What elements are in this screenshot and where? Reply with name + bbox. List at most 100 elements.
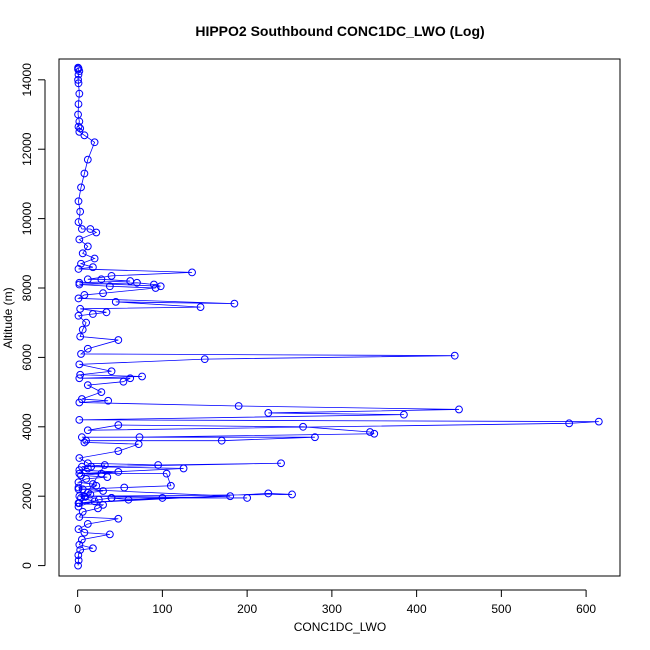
data-point — [162, 469, 171, 478]
data-point — [74, 122, 83, 131]
data-point — [75, 469, 84, 478]
series-line — [77, 67, 599, 566]
data-point — [107, 367, 116, 376]
x-tick-label: 100 — [152, 602, 172, 616]
data-point — [76, 304, 85, 313]
data-point — [74, 551, 83, 560]
data-point — [104, 396, 113, 405]
data-point — [126, 374, 135, 383]
data-point — [158, 494, 167, 502]
data-point — [83, 381, 92, 390]
data-point — [77, 350, 85, 358]
data-point — [74, 525, 83, 534]
data-point — [78, 249, 87, 258]
data-point — [217, 436, 226, 445]
data-point — [83, 275, 92, 284]
data-point — [78, 485, 87, 494]
data-point — [74, 561, 82, 570]
data-point — [75, 499, 84, 508]
x-tick-label: 600 — [576, 602, 596, 616]
data-point — [75, 415, 84, 424]
data-point — [105, 282, 114, 291]
y-axis: 0 2000 4000 6000 8000 10000 12000 14000 — [20, 63, 46, 569]
data-point — [80, 492, 89, 501]
data-point — [88, 263, 97, 272]
data-point — [74, 100, 83, 109]
data-point — [74, 311, 83, 320]
data-point — [114, 468, 123, 476]
data-point — [88, 310, 97, 318]
data-point — [83, 459, 92, 468]
data-point — [107, 494, 116, 502]
y-tick-label: 8000 — [20, 274, 34, 301]
x-tick-label: 300 — [322, 602, 342, 616]
data-point — [196, 303, 205, 311]
data-point — [114, 447, 123, 455]
data-point — [75, 278, 84, 287]
data-point — [120, 483, 129, 492]
data-point — [111, 297, 120, 306]
data-point — [92, 228, 101, 237]
data-point — [226, 492, 235, 501]
data-point — [97, 469, 106, 478]
data-point — [77, 225, 86, 233]
data-point — [119, 377, 128, 386]
data-point — [74, 218, 83, 226]
data-point — [188, 268, 196, 277]
data-point — [230, 299, 239, 308]
data-point — [99, 487, 107, 495]
chart-title: HIPPO2 Southbound CONC1DC_LWO (Log) — [195, 23, 484, 39]
data-point — [299, 422, 307, 431]
data-point — [83, 242, 92, 251]
data-point — [400, 410, 408, 419]
data-point — [179, 464, 188, 473]
data-point — [264, 489, 273, 498]
y-tick-label: 14000 — [20, 63, 34, 97]
data-point — [97, 275, 106, 284]
data-point — [135, 433, 144, 442]
data-point — [75, 454, 84, 462]
y-tick-label: 2000 — [20, 483, 34, 510]
data-point — [90, 138, 99, 147]
data-point — [76, 332, 85, 341]
data-layer — [74, 63, 603, 570]
data-point — [74, 485, 83, 494]
plot-frame — [58, 58, 621, 577]
y-tick-label: 4000 — [20, 413, 34, 440]
x-axis: 0 100 200 300 400 500 600 — [74, 589, 596, 616]
data-point — [75, 374, 84, 383]
data-point — [311, 433, 319, 442]
data-point — [86, 225, 95, 233]
data-point — [77, 471, 85, 480]
data-point — [99, 500, 107, 509]
data-point — [77, 395, 86, 403]
data-point — [94, 495, 103, 504]
data-point — [88, 480, 97, 488]
data-point — [288, 490, 296, 499]
data-point — [75, 127, 84, 136]
data-point — [81, 492, 90, 501]
data-point — [77, 462, 86, 471]
x-tick-label: 0 — [74, 602, 81, 616]
y-tick-label: 10000 — [20, 202, 34, 236]
data-point — [102, 308, 111, 317]
data-point — [76, 207, 85, 216]
data-point — [166, 481, 175, 490]
y-tick-label: 12000 — [20, 132, 34, 166]
data-point — [264, 409, 273, 417]
data-point — [366, 428, 374, 436]
data-point — [138, 372, 146, 381]
data-point — [450, 351, 459, 360]
y-axis-label: Altitude (m) — [1, 287, 15, 348]
data-point — [90, 254, 99, 263]
data-point — [370, 429, 379, 438]
y-tick-label: 0 — [20, 562, 34, 569]
data-point — [78, 507, 87, 516]
data-point — [594, 417, 603, 426]
data-point — [80, 169, 89, 178]
data-point — [90, 497, 99, 506]
data-point — [105, 530, 114, 539]
data-point — [74, 79, 83, 88]
data-point — [82, 318, 91, 327]
